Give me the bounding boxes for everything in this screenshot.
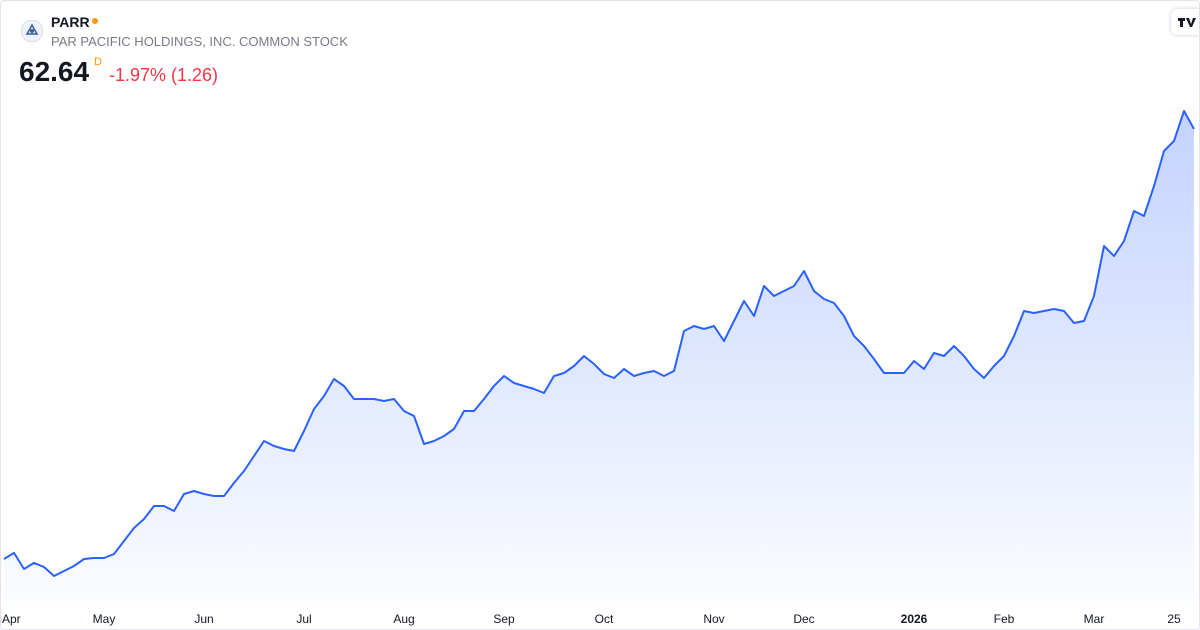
area-fill [4,111,1194,601]
price-line [3,110,1195,577]
x-tick-label: Feb [994,612,1015,626]
x-tick-label: Jul [296,612,311,626]
x-tick-label: Sep [493,612,515,626]
x-tick-label: Apr [2,612,21,626]
x-tick-label: Aug [393,612,414,626]
x-tick-label: Jun [194,612,213,626]
price-change: -1.97% (1.26) [109,65,219,85]
company-name: PAR PACIFIC HOLDINGS, INC. COMMON STOCK [51,34,348,49]
status-dot [92,18,98,24]
tradingview-logo[interactable] [1171,9,1199,35]
x-tick-label: May [93,612,116,626]
x-tick-label: Oct [595,612,614,626]
x-tick-label: 25 [1167,612,1181,626]
x-tick-label: Dec [793,612,814,626]
company-logo [21,20,43,42]
price: 62.64 [19,56,90,87]
interval: D [94,56,102,68]
symbol: PARR [51,14,90,30]
x-tick-label: 2026 [901,612,928,626]
x-tick-label: Mar [1084,612,1105,626]
x-tick-label: Nov [703,612,724,626]
